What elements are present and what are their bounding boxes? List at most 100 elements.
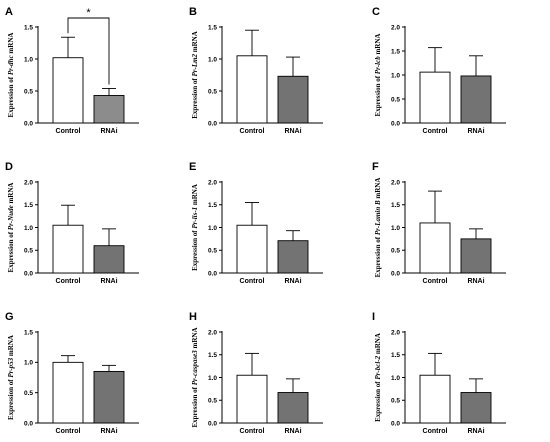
chart-panel-d: D 0.0 0.5 1.0 1.5 2.0 Control RNAi Expression of…	[5, 161, 139, 285]
y-axis-label: Expression of Pr-bcl-2 mRNA	[374, 333, 382, 422]
panel-letter: E	[189, 161, 196, 173]
x-category-label: RNAi	[467, 428, 484, 435]
bar-rnai	[277, 392, 309, 424]
x-category-label: Control	[56, 428, 81, 435]
bar-rnai	[460, 238, 492, 274]
y-axis-label: Expression of Pr-lcb mRNA	[374, 34, 382, 117]
y-tick-label: 0.0	[208, 120, 217, 127]
y-tick-label: 0.0	[208, 420, 217, 427]
y-tick-label: 1.5	[208, 202, 217, 209]
x-category-label: RNAi	[100, 278, 117, 285]
y-tick-label: 2.0	[24, 179, 33, 186]
chart-panel-e: E 0.0 0.5 1.0 1.5 2.0 Control RNAi Expression of…	[189, 161, 323, 285]
y-tick-label: 2.0	[391, 179, 400, 186]
x-category-label: RNAi	[100, 428, 117, 435]
bar-rnai	[93, 95, 125, 124]
y-axis-label: Expression of Pr-Nude mRNA	[7, 183, 15, 273]
y-tick-label: 1.0	[24, 360, 33, 367]
y-tick-label: 0.5	[24, 248, 33, 255]
y-tick-label: 1.0	[391, 72, 400, 79]
panel-letter: I	[372, 311, 375, 323]
x-category-label: Control	[240, 428, 265, 435]
y-tick-label: 0.0	[391, 120, 400, 127]
y-tick-label: 1.5	[24, 329, 33, 336]
y-tick-label: 0.0	[208, 270, 217, 277]
y-tick-label: 1.0	[391, 225, 400, 232]
x-category-label: Control	[423, 278, 448, 285]
bar-control	[419, 222, 451, 274]
y-axis-label: Expression of Pr-Lm2 mRNA	[191, 31, 199, 119]
y-tick-label: 0.0	[391, 270, 400, 277]
y-tick-label: 1.0	[24, 225, 33, 232]
y-tick-label: 2.0	[391, 24, 400, 31]
chart-panel-a: A 0.0 0.5 1.0 1.5 Control RNAi Expression of Pr…	[5, 6, 139, 135]
y-tick-label: 1.5	[24, 24, 33, 31]
bar-control	[52, 57, 84, 124]
bar-control	[419, 374, 451, 424]
chart-panel-h: H 0.0 0.5 1.0 1.5 2.0 Control RNAi Expression of…	[189, 311, 323, 435]
x-category-label: Control	[423, 128, 448, 135]
x-category-label: Control	[240, 128, 265, 135]
y-tick-label: 1.0	[24, 56, 33, 63]
y-tick-label: 0.5	[208, 398, 217, 405]
y-tick-label: 1.5	[391, 48, 400, 55]
panel-letter: D	[5, 161, 13, 173]
panel-letter: H	[189, 311, 197, 323]
bar-rnai	[460, 75, 492, 124]
y-axis-label: Expression of Pr-dhc mRNA	[7, 33, 15, 118]
panel-letter: F	[372, 161, 379, 173]
significance-bracket	[67, 17, 110, 85]
y-tick-label: 1.0	[208, 56, 217, 63]
y-tick-label: 2.0	[208, 329, 217, 336]
y-tick-label: 1.0	[208, 225, 217, 232]
x-category-label: RNAi	[284, 278, 301, 285]
x-category-label: Control	[56, 278, 81, 285]
y-tick-label: 1.5	[24, 202, 33, 209]
x-category-label: RNAi	[100, 128, 117, 135]
bar-control	[236, 224, 268, 274]
bar-rnai	[277, 240, 309, 274]
y-tick-label: 0.5	[24, 88, 33, 95]
chart-panel-i: I 0.0 0.5 1.0 1.5 2.0 Control RNAi Expression of…	[372, 311, 506, 435]
y-tick-label: 0.0	[391, 420, 400, 427]
y-tick-label: 0.5	[391, 398, 400, 405]
panel-letter: C	[372, 6, 380, 18]
panel-letter: G	[5, 311, 14, 323]
bar-rnai	[93, 370, 125, 424]
y-tick-label: 1.0	[391, 375, 400, 382]
y-tick-label: 0.5	[208, 248, 217, 255]
y-tick-label: 2.0	[208, 179, 217, 186]
bar-control	[236, 55, 268, 124]
bar-rnai	[93, 245, 125, 274]
y-axis-label: Expression of Pr-lis-1 mRNA	[191, 184, 199, 271]
bar-control	[52, 224, 84, 274]
significance-star: *	[86, 7, 91, 19]
bar-control	[52, 361, 84, 424]
panel-letter: B	[189, 6, 197, 18]
y-axis-label: Expression of Pr-Lamin B mRNA	[374, 178, 382, 278]
y-tick-label: 0.5	[391, 96, 400, 103]
x-category-label: Control	[56, 128, 81, 135]
y-tick-label: 1.5	[208, 24, 217, 31]
x-category-label: RNAi	[467, 278, 484, 285]
chart-panel-c: C 0.0 0.5 1.0 1.5 2.0 Control RNAi Expression of…	[372, 6, 506, 135]
y-tick-label: 0.5	[208, 88, 217, 95]
x-category-label: RNAi	[284, 428, 301, 435]
bar-control	[236, 374, 268, 424]
y-axis-label: Expression of Pr-p53 mRNA	[7, 335, 15, 420]
panel-letter: A	[5, 6, 13, 18]
bar-rnai	[460, 392, 492, 424]
chart-panel-b: B 0.0 0.5 1.0 1.5 Control RNAi Expression of Pr…	[189, 6, 323, 135]
y-tick-label: 1.5	[208, 352, 217, 359]
x-category-label: Control	[240, 278, 265, 285]
y-axis-label: Expression of Pr-caspase3 mRNA	[191, 327, 199, 427]
y-tick-label: 1.0	[208, 375, 217, 382]
bar-rnai	[277, 75, 309, 124]
y-tick-label: 0.0	[24, 270, 33, 277]
y-tick-label: 0.0	[24, 120, 33, 127]
y-tick-label: 0.5	[24, 390, 33, 397]
x-category-label: Control	[423, 428, 448, 435]
bar-control	[419, 71, 451, 124]
y-tick-label: 0.5	[391, 248, 400, 255]
